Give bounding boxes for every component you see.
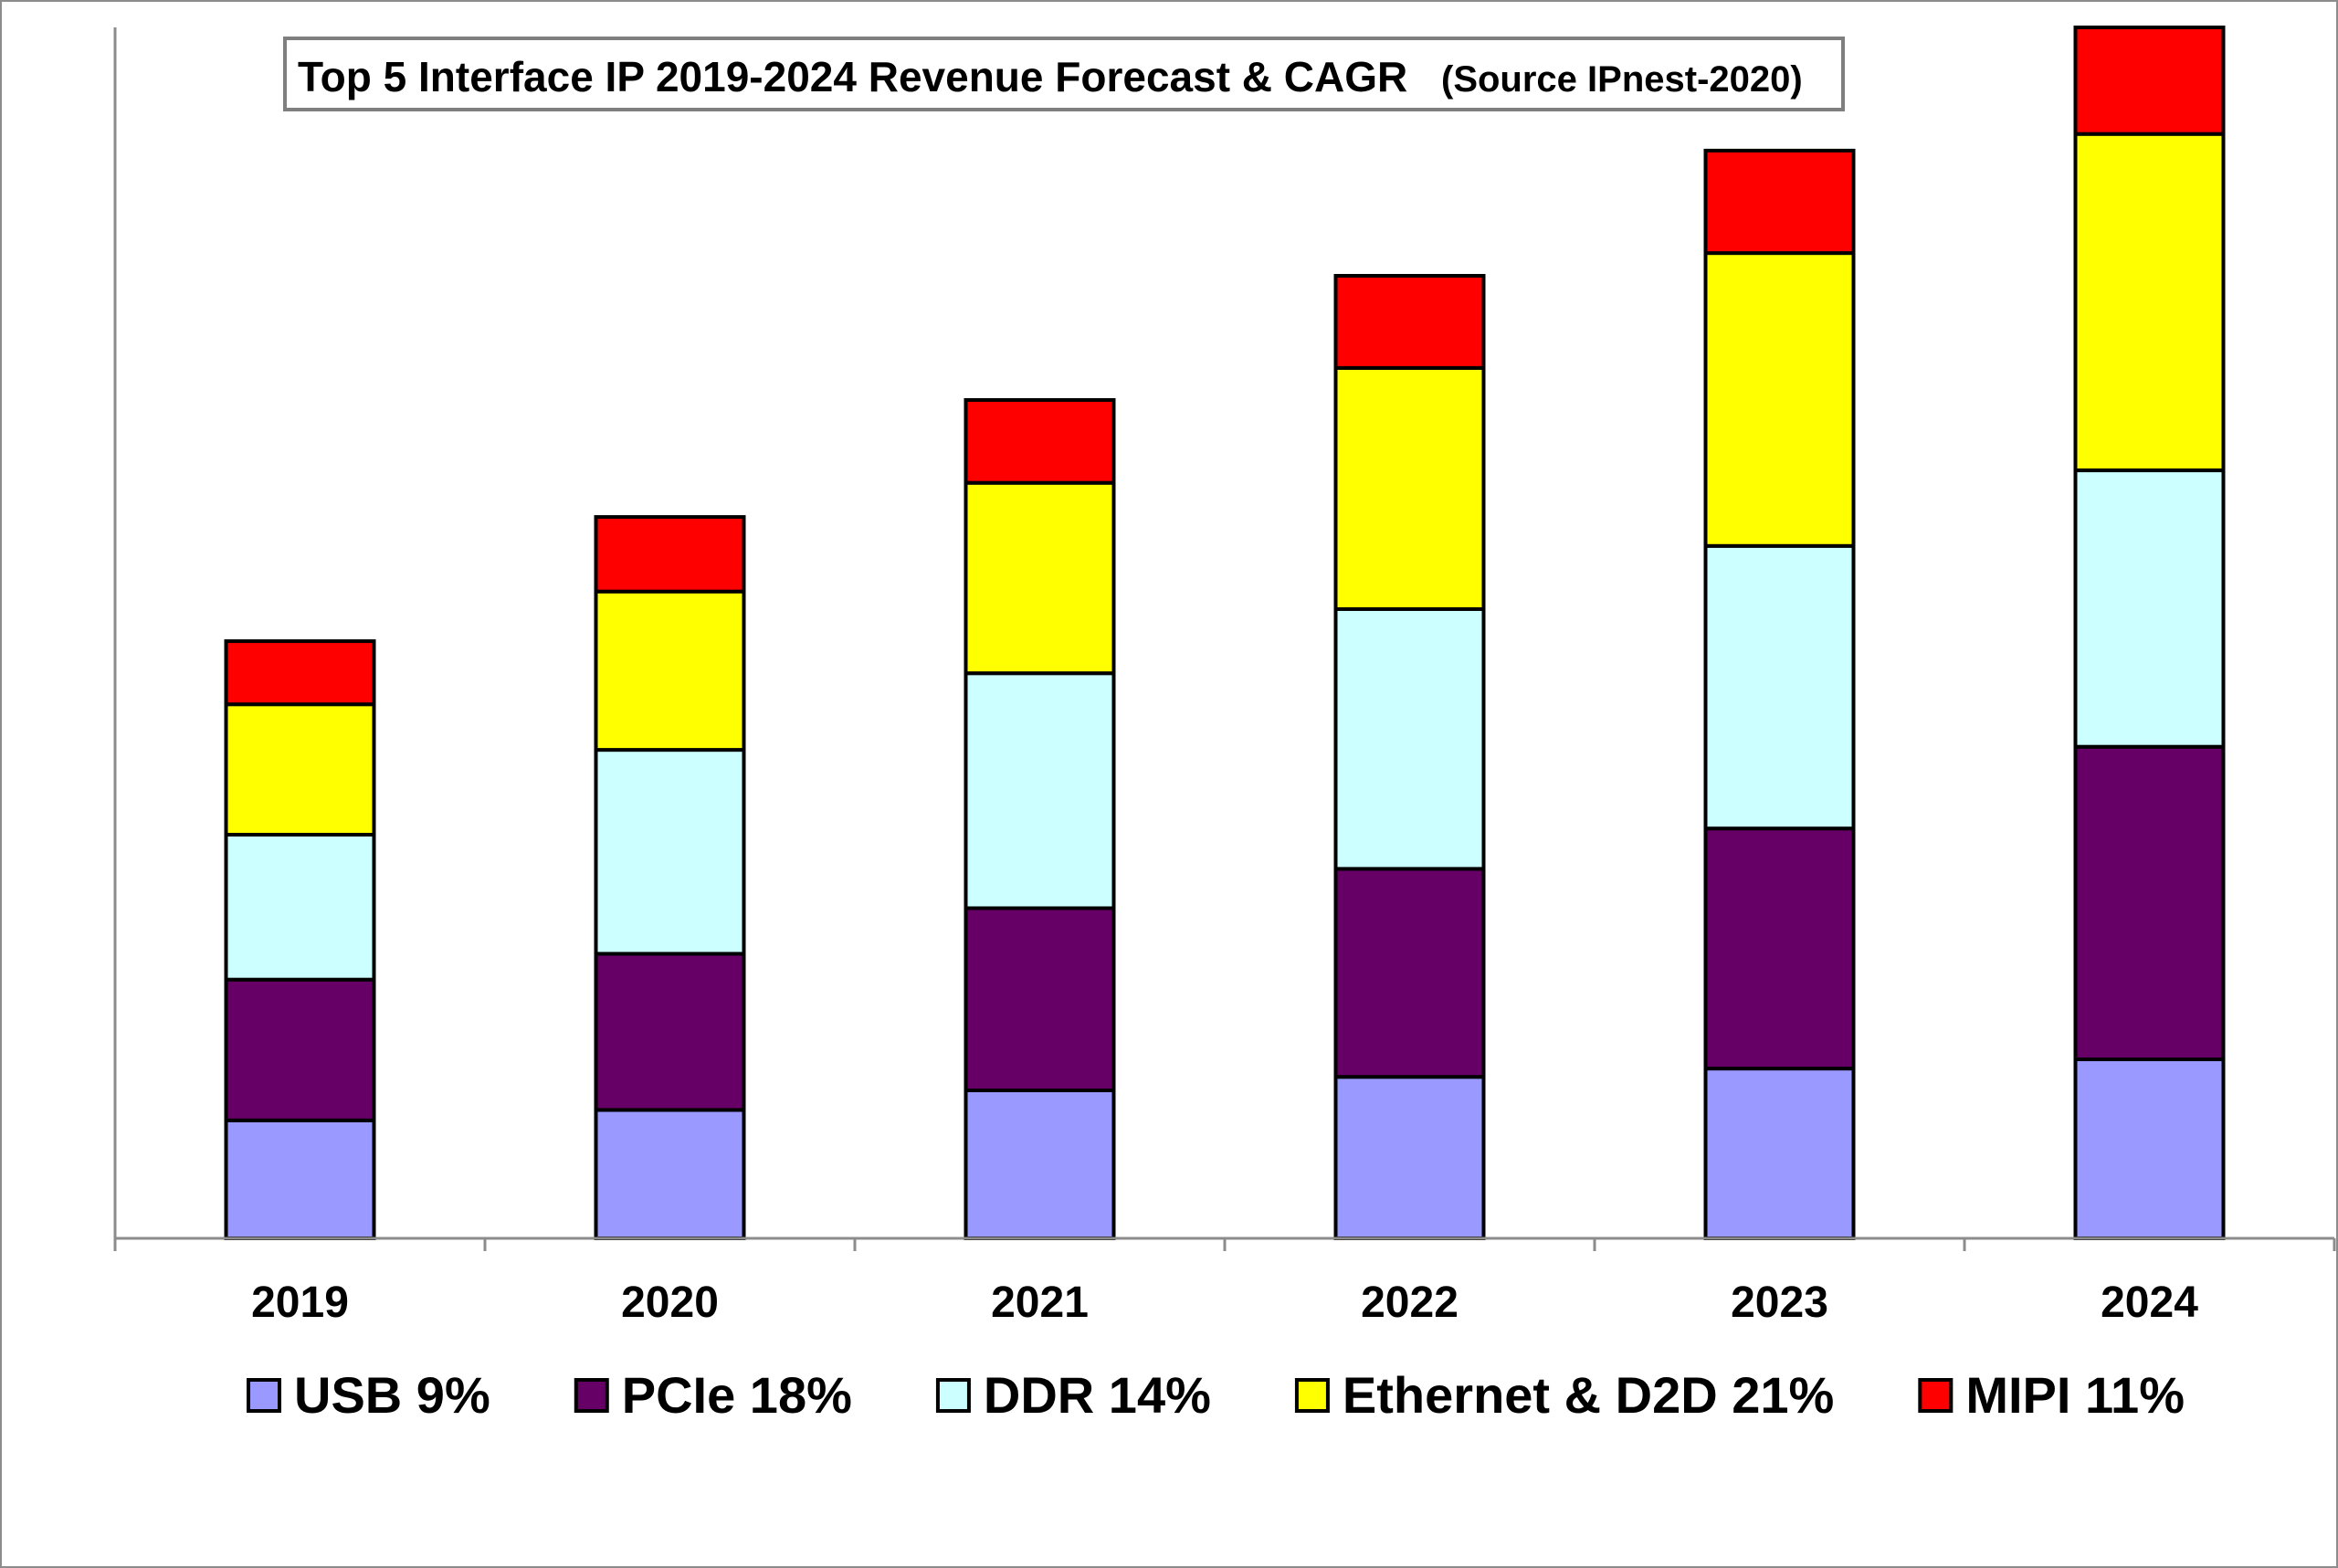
legend-item-2: DDR 14%	[935, 1366, 1211, 1424]
x-tick-label-2021: 2021	[991, 1279, 1089, 1327]
legend-label: MIPI 11%	[1965, 1366, 2185, 1424]
bar-segment-2019-s1	[224, 977, 376, 1122]
x-axis-labels: 2019 2020 2021 2022 2023 2024	[251, 1279, 2198, 1327]
bar-segment-2020-s3	[594, 589, 746, 752]
bar-segment-2023-s4	[1703, 148, 1856, 256]
legend-label: DDR 14%	[984, 1366, 1211, 1424]
x-tick-label-2022: 2022	[1361, 1279, 1459, 1327]
bar-segment-2021-s3	[964, 480, 1116, 676]
title-box	[283, 37, 1845, 111]
bar-segment-2024-s1	[2073, 744, 2226, 1061]
legend-item-3: Ethernet & D2D 21%	[1294, 1366, 1834, 1424]
legend-label: USB 9%	[294, 1366, 490, 1424]
bar-segment-2021-s2	[964, 671, 1116, 910]
legend-item-1: PCIe 18%	[574, 1366, 852, 1424]
legend: USB 9% PCIe 18% DDR 14% Ethernet & D2D 21% M…	[247, 1366, 2185, 1424]
bar-segment-2019-s2	[224, 833, 376, 982]
bar-segment-2024-s3	[2073, 132, 2226, 472]
bar-segment-2021-s1	[964, 906, 1116, 1092]
bar-segment-2020-s4	[594, 515, 746, 594]
bar-segment-2022-s0	[1333, 1075, 1486, 1240]
chart-title-text: Top 5 Interface IP 2019-2024 Revenue For…	[298, 53, 1407, 100]
bar-segment-2020-s1	[594, 952, 746, 1112]
legend-swatch	[247, 1378, 281, 1413]
bar-segment-2022-s1	[1333, 867, 1486, 1079]
bar-segment-2022-s4	[1333, 274, 1486, 370]
bar-segment-2024-s2	[2073, 468, 2226, 749]
bar-segment-2019-s3	[224, 702, 376, 837]
bar-segment-2022-s2	[1333, 606, 1486, 871]
legend-item-0: USB 9%	[247, 1366, 490, 1424]
x-tick-label-2019: 2019	[251, 1279, 349, 1327]
x-tick-label-2023: 2023	[1731, 1279, 1828, 1327]
legend-label: Ethernet & D2D 21%	[1343, 1366, 1834, 1424]
bar-segment-2024-s0	[2073, 1057, 2226, 1241]
bar-segment-2022-s3	[1333, 365, 1486, 611]
x-tick-label-2024: 2024	[2101, 1279, 2198, 1327]
bar-segment-2021-s4	[964, 398, 1116, 485]
x-tick-label-2020: 2020	[621, 1279, 719, 1327]
legend-swatch	[574, 1378, 609, 1413]
legend-label: PCIe 18%	[622, 1366, 852, 1424]
bar-segment-2024-s4	[2073, 26, 2226, 136]
bar-segment-2020-s2	[594, 748, 746, 956]
legend-swatch	[1294, 1378, 1330, 1413]
bar-segment-2019-s0	[224, 1118, 376, 1241]
bar-segment-2023-s1	[1703, 826, 1856, 1071]
bar-segment-2021-s0	[964, 1088, 1116, 1241]
legend-swatch	[935, 1378, 971, 1413]
legend-swatch	[1918, 1378, 1954, 1413]
bar-segment-2023-s2	[1703, 543, 1856, 831]
bar-segment-2023-s0	[1703, 1067, 1856, 1240]
plot-area	[224, 26, 2226, 1241]
x-axis-ticks	[113, 1238, 2336, 1251]
bar-segment-2023-s3	[1703, 251, 1856, 548]
chart-subtitle-text: (Source IPnest-2020)	[1441, 59, 1803, 100]
chart-title: Top 5 Interface IP 2019-2024 Revenue For…	[283, 37, 1845, 111]
legend-item-4: MIPI 11%	[1918, 1366, 2185, 1424]
bar-segment-2019-s4	[224, 639, 376, 707]
bar-segment-2020-s0	[594, 1108, 746, 1240]
